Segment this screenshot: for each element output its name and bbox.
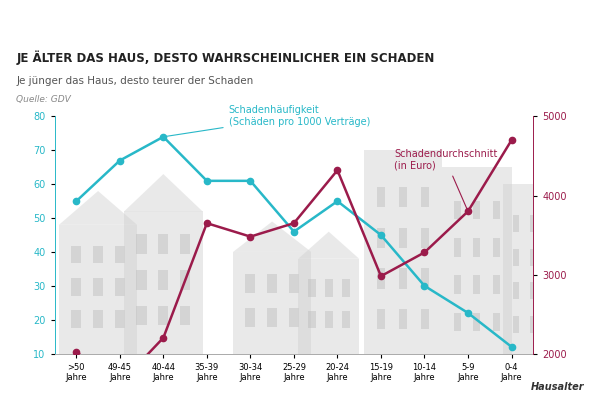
Bar — [513, 215, 519, 232]
Bar — [245, 274, 255, 292]
Bar — [530, 282, 536, 300]
Text: Quelle: GDV: Quelle: GDV — [16, 95, 71, 104]
Bar — [93, 278, 103, 296]
Bar — [289, 274, 299, 292]
Bar — [342, 311, 350, 328]
Bar — [493, 238, 500, 257]
Bar — [530, 249, 536, 265]
Polygon shape — [124, 174, 202, 211]
Polygon shape — [59, 191, 137, 225]
Bar — [493, 275, 500, 294]
Bar — [308, 279, 316, 297]
Bar — [289, 308, 299, 327]
Bar — [59, 225, 137, 354]
Bar — [115, 310, 125, 328]
Bar — [399, 228, 407, 248]
Bar — [377, 268, 385, 289]
Bar — [233, 252, 311, 354]
Bar — [547, 316, 553, 333]
Bar — [454, 201, 461, 220]
Bar — [124, 211, 202, 354]
Bar — [547, 282, 553, 300]
Bar — [180, 235, 190, 254]
Bar — [267, 308, 277, 327]
Bar — [93, 246, 103, 263]
Bar — [308, 311, 316, 328]
Bar — [180, 306, 190, 325]
Text: Hausalter: Hausalter — [530, 382, 584, 392]
Bar — [473, 275, 480, 294]
Bar — [298, 259, 359, 354]
Bar — [454, 312, 461, 331]
Bar — [421, 268, 428, 289]
Bar — [71, 310, 81, 328]
Bar — [421, 228, 428, 248]
Bar — [158, 270, 168, 290]
Bar — [136, 270, 147, 290]
Text: Je jünger das Haus, desto teurer der Schaden: Je jünger das Haus, desto teurer der Sch… — [16, 76, 253, 86]
Bar — [473, 201, 480, 220]
Bar — [454, 238, 461, 257]
Bar — [399, 187, 407, 207]
Bar — [473, 312, 480, 331]
Bar — [325, 279, 333, 297]
Bar — [513, 249, 519, 265]
Bar — [399, 268, 407, 289]
Bar — [71, 246, 81, 263]
Bar — [513, 282, 519, 300]
Bar — [136, 306, 147, 325]
Text: Schadenhäufigkeit
(Schäden pro 1000 Verträge): Schadenhäufigkeit (Schäden pro 1000 Vert… — [166, 105, 370, 136]
Bar — [342, 279, 350, 297]
Bar — [158, 235, 168, 254]
Bar — [399, 309, 407, 329]
Bar — [377, 187, 385, 207]
Bar — [503, 184, 564, 354]
Bar — [115, 246, 125, 263]
Text: JE ÄLTER DAS HAUS, DESTO WAHRSCHEINLICHER EIN SCHADEN: JE ÄLTER DAS HAUS, DESTO WAHRSCHEINLICHE… — [16, 50, 435, 64]
Bar — [71, 278, 81, 296]
Bar — [180, 270, 190, 290]
Bar — [547, 249, 553, 265]
Bar — [364, 150, 442, 354]
Bar — [267, 274, 277, 292]
Bar — [530, 215, 536, 232]
Bar — [325, 311, 333, 328]
Bar — [93, 310, 103, 328]
Bar — [377, 309, 385, 329]
Polygon shape — [298, 232, 359, 259]
Bar — [377, 228, 385, 248]
Bar — [454, 275, 461, 294]
Bar — [493, 312, 500, 331]
Bar — [115, 278, 125, 296]
Bar — [547, 215, 553, 232]
Bar — [421, 309, 428, 329]
Bar — [245, 308, 255, 327]
Bar — [136, 235, 147, 254]
Bar — [493, 201, 500, 220]
Bar — [513, 316, 519, 333]
Bar — [421, 187, 428, 207]
Bar — [473, 238, 480, 257]
Bar — [158, 306, 168, 325]
Bar — [530, 316, 536, 333]
Bar — [442, 167, 511, 354]
Text: Schadendurchschnitt
(in Euro): Schadendurchschnitt (in Euro) — [394, 149, 498, 209]
Polygon shape — [233, 221, 311, 252]
